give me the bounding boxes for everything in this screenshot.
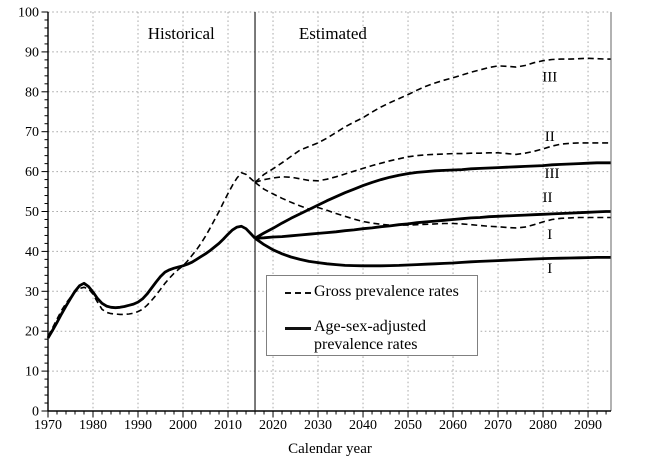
x-tick-label: 1990 <box>124 418 152 433</box>
x-tick-label: 1970 <box>34 418 62 433</box>
x-axis-tick-labels: 1970 1980 1990 2000 2010 2020 2030 2040 2050 2060… <box>34 418 602 433</box>
series-gross-III <box>254 57 611 183</box>
y-tick-label: 20 <box>25 325 39 340</box>
zone-historical: Historical <box>148 24 215 43</box>
axis-ticks <box>41 11 607 418</box>
y-tick-label: 100 <box>18 6 39 21</box>
series-gross-I <box>254 181 611 229</box>
y-tick-label: 80 <box>25 85 39 100</box>
legend: Gross prevalence rates Age-sex-adjusted … <box>266 275 478 356</box>
y-tick-label: 70 <box>25 125 39 140</box>
x-tick-label: 2080 <box>529 418 557 433</box>
zone-estimated: Estimated <box>299 24 367 43</box>
x-tick-label: 1980 <box>79 418 107 433</box>
label-adjusted-II: II <box>543 190 553 206</box>
y-tick-label: 30 <box>25 285 39 300</box>
series-adjusted-historical <box>46 224 257 339</box>
series-adjusted-III <box>254 161 611 240</box>
y-tick-label: 10 <box>25 365 39 380</box>
series-adjusted-I <box>254 237 611 268</box>
y-tick-label: 40 <box>25 245 39 260</box>
legend-label-adjusted-line1: Age-sex-adjusted <box>314 318 426 335</box>
x-tick-label: 2000 <box>169 418 197 433</box>
dashed-line-sample <box>285 292 311 294</box>
series-gross-II <box>254 142 611 184</box>
label-gross-II: II <box>545 129 555 145</box>
label-gross-I: I <box>547 227 552 243</box>
series-gross-historical <box>47 172 256 337</box>
label-adjusted-III: III <box>545 166 560 182</box>
data-series <box>46 57 611 339</box>
x-tick-label: 2030 <box>304 418 332 433</box>
y-tick-label: 0 <box>32 405 39 420</box>
legend-label-gross: Gross prevalence rates <box>314 283 459 300</box>
legend-item-adjusted: Age-sex-adjusted prevalence rates <box>285 318 473 354</box>
x-axis-title: Calendar year <box>288 441 372 457</box>
x-tick-label: 2020 <box>259 418 287 433</box>
y-tick-label: 90 <box>25 45 39 60</box>
legend-label-adjusted-line2: prevalence rates <box>314 336 418 353</box>
y-tick-label: 60 <box>25 165 39 180</box>
y-tick-label: 50 <box>25 205 39 220</box>
legend-item-gross: Gross prevalence rates <box>285 283 473 301</box>
y-axis-tick-labels: 0 10 20 30 40 50 60 70 80 90 100 <box>18 6 39 420</box>
x-tick-label: 2070 <box>484 418 512 433</box>
solid-line-sample <box>285 327 311 330</box>
x-tick-label: 2050 <box>394 418 422 433</box>
series-adjusted-II <box>254 210 611 240</box>
label-gross-III: III <box>542 69 557 85</box>
x-tick-label: 2010 <box>214 418 242 433</box>
x-tick-label: 2040 <box>349 418 377 433</box>
legend-label-adjusted: Age-sex-adjusted prevalence rates <box>314 318 426 354</box>
x-tick-label: 2060 <box>439 418 467 433</box>
label-adjusted-I: I <box>547 261 552 277</box>
x-tick-label: 2090 <box>574 418 602 433</box>
